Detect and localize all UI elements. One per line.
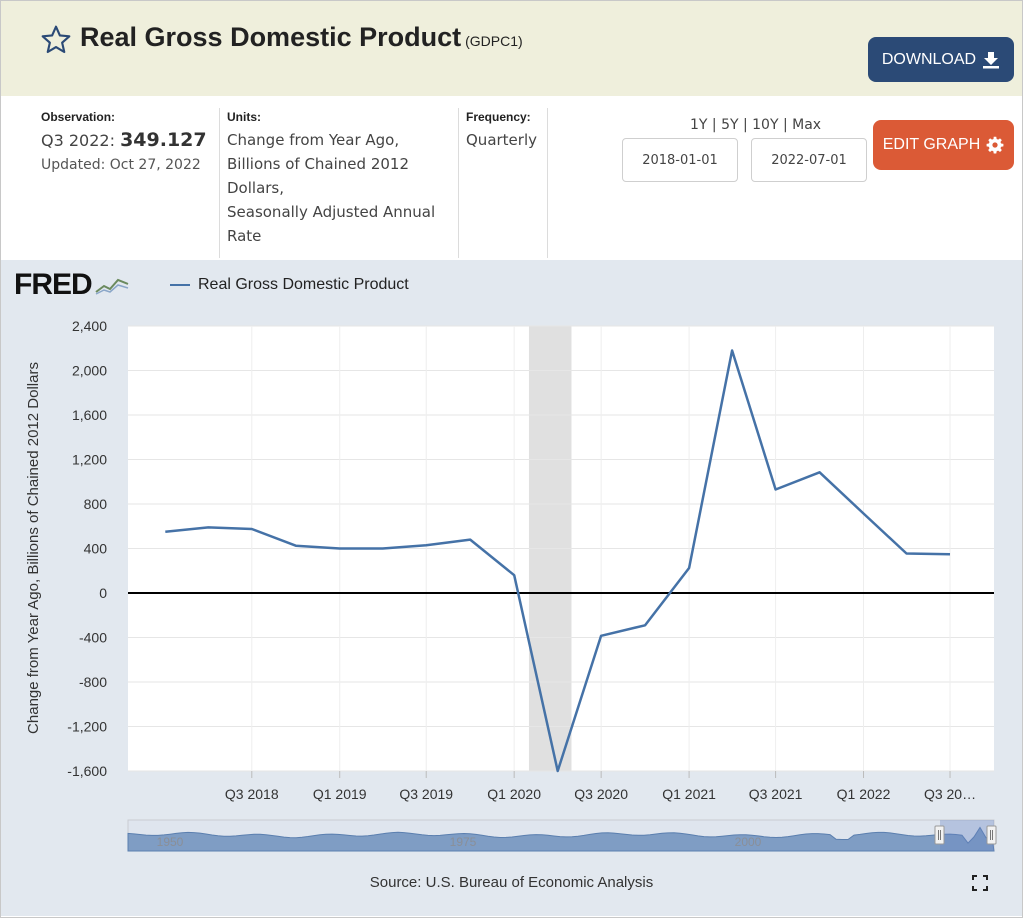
y-tick-label: -400 (79, 630, 107, 646)
meta-separator (219, 108, 220, 258)
chart-legend[interactable]: Real Gross Domestic Product (170, 276, 409, 294)
header-bar (1, 1, 1022, 96)
navigator-right-handle[interactable] (986, 825, 997, 845)
y-tick-label: 400 (84, 541, 108, 557)
range-shortcuts[interactable]: 1Y | 5Y | 10Y | Max (690, 117, 822, 133)
legend-swatch (170, 284, 190, 286)
x-tick-label: Q3 20… (924, 786, 976, 802)
x-tick-label: Q1 2021 (662, 786, 716, 802)
y-tick-label: -800 (79, 674, 107, 690)
units-line: Change from Year Ago, (227, 131, 400, 149)
y-tick-label: 0 (99, 585, 107, 601)
y-tick-label: 800 (84, 496, 108, 512)
x-tick-label: Q1 2020 (487, 786, 541, 802)
edit-graph-button[interactable]: EDIT GRAPH (873, 120, 1014, 170)
navigator-label: 1975 (450, 835, 477, 849)
page-title: Real Gross Domestic Product (GDPC1) (80, 22, 523, 53)
source-note: Source: U.S. Bureau of Economic Analysis (369, 874, 654, 891)
fred-logo-chart-icon (95, 278, 129, 295)
observation-updated: Updated: Oct 27, 2022 (41, 157, 201, 173)
end-date-input[interactable]: 2022-07-01 (751, 138, 867, 182)
download-icon (983, 51, 1000, 68)
x-tick-label: Q1 2022 (837, 786, 891, 802)
navigator-left-handle[interactable] (934, 825, 945, 845)
observation-value: 349.127 (120, 129, 207, 151)
favorite-star-icon[interactable] (40, 24, 72, 56)
x-tick-label: Q1 2019 (313, 786, 367, 802)
legend-label: Real Gross Domestic Product (198, 276, 409, 293)
series-id: (GDPC1) (465, 33, 523, 49)
observation-block: Observation: Q3 2022: 349.127 Updated: O… (41, 110, 207, 177)
gear-icon (986, 136, 1004, 154)
units-label: Units: (227, 110, 261, 124)
units-line: Billions of Chained 2012 (227, 155, 409, 173)
y-tick-label: -1,600 (67, 763, 107, 779)
fred-logo: FRED (14, 268, 130, 302)
download-button[interactable]: DOWNLOAD (868, 37, 1014, 82)
y-tick-label: 2,000 (72, 363, 107, 379)
x-tick-label: Q3 2018 (225, 786, 279, 802)
navigator-selection[interactable] (940, 820, 994, 851)
start-date-input[interactable]: 2018-01-01 (622, 138, 738, 182)
observation-label: Observation: (41, 110, 116, 124)
frequency-value: Quarterly (466, 131, 537, 149)
navigator-series (127, 826, 995, 852)
fullscreen-icon[interactable] (972, 875, 988, 891)
units-line: Seasonally Adjusted Annual (227, 203, 436, 221)
y-axis-label: Change from Year Ago, Billions of Chaine… (25, 362, 42, 734)
download-label: DOWNLOAD (881, 50, 977, 68)
y-tick-label: 2,400 (72, 318, 107, 334)
edit-graph-label: EDIT GRAPH (882, 136, 981, 153)
x-tick-label: Q3 2021 (749, 786, 803, 802)
series-line (165, 349, 951, 773)
frequency-block: Frequency: Quarterly (466, 110, 537, 152)
navigator-label: 1950 (157, 835, 184, 849)
navigator-label: 2000 (735, 835, 762, 849)
range-navigator[interactable]: 1950 1975 2000 (127, 819, 997, 852)
units-line: Dollars, (227, 179, 285, 197)
y-tick-label: 1,600 (72, 407, 107, 423)
meta-separator (458, 108, 459, 258)
observation-period: Q3 2022: (41, 131, 115, 150)
meta-separator (547, 108, 548, 258)
y-tick-label: -1,200 (67, 719, 107, 735)
units-block: Units: Change from Year Ago, Billions of… (227, 110, 435, 248)
fred-logo-text: FRED (14, 268, 93, 301)
series-title: Real Gross Domestic Product (80, 22, 462, 52)
units-line: Rate (227, 227, 262, 245)
frequency-label: Frequency: (466, 110, 531, 124)
x-tick-label: Q3 2020 (574, 786, 628, 802)
y-tick-label: 1,200 (72, 452, 107, 468)
x-tick-label: Q3 2019 (399, 786, 453, 802)
